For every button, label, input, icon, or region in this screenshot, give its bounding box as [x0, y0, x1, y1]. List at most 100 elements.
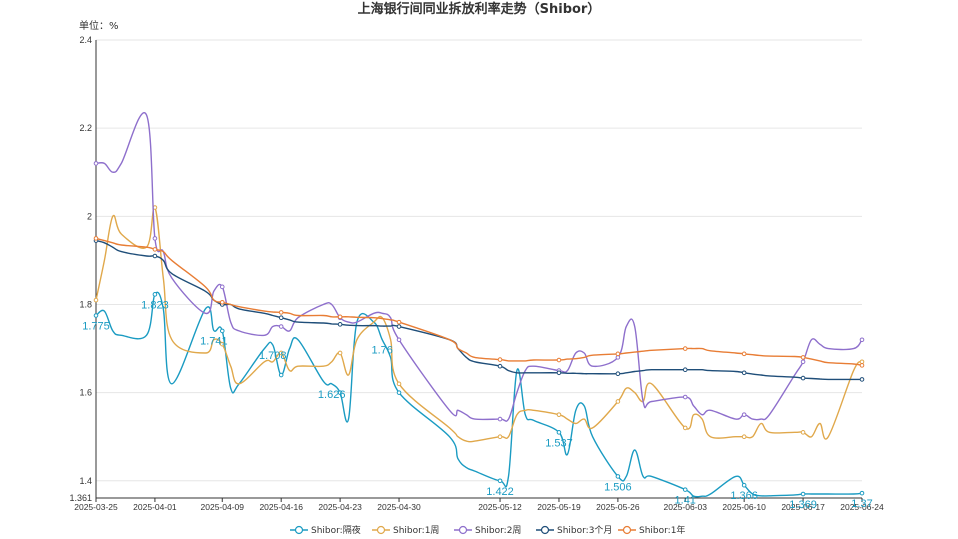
legend: Shibor:隔夜 Shibor:1周 Shibor:2周 Shibor:3个月 Shi… — [290, 524, 685, 536]
x-tick-label: 2025-04-23 — [318, 502, 362, 512]
data-point — [278, 372, 284, 378]
data-point — [615, 371, 621, 376]
series-line — [95, 291, 863, 498]
legend-swatch-marker — [376, 525, 386, 535]
series-0 — [93, 291, 865, 498]
data-label: 1.537 — [545, 437, 573, 449]
series-4 — [93, 236, 865, 368]
series-line — [95, 206, 863, 443]
y-tick-label: 1.4 — [79, 476, 92, 486]
data-point — [278, 315, 284, 321]
data-point — [396, 390, 402, 395]
legend-label: Shibor:1周 — [393, 525, 439, 536]
data-point — [396, 337, 402, 343]
data-label: 1.506 — [604, 481, 632, 493]
y-tick-label: 1.8 — [79, 299, 92, 309]
x-tick-label: 2025-04-01 — [133, 502, 177, 512]
data-point — [859, 377, 865, 382]
data-label: 1.366 — [730, 490, 758, 502]
data-point — [741, 434, 747, 440]
data-point — [219, 284, 225, 290]
data-point — [615, 351, 621, 357]
data-point — [497, 363, 503, 369]
data-point — [800, 375, 806, 381]
data-point — [859, 337, 865, 343]
legend-label: Shibor:2周 — [475, 525, 521, 536]
legend-label: Shibor:隔夜 — [311, 524, 361, 536]
data-point — [556, 412, 562, 417]
data-point — [556, 430, 562, 435]
data-point — [682, 425, 688, 431]
data-labels: 1.775 1.823 1.741 1.708 1.626 1.76 1.422 1.537 1… — [82, 299, 872, 511]
data-label: 1.37 — [851, 498, 872, 510]
data-point — [497, 416, 503, 422]
data-label: 1.422 — [486, 486, 514, 498]
data-point — [219, 299, 225, 305]
data-label: 1.775 — [82, 321, 110, 333]
data-point — [337, 322, 343, 327]
y-tick-label: 2 — [87, 211, 92, 221]
data-label: 1.708 — [259, 350, 287, 362]
data-point — [337, 350, 343, 356]
data-point — [337, 314, 343, 320]
legend-swatch-marker — [458, 525, 468, 535]
data-point — [615, 474, 621, 479]
legend-item: Shibor:2周 — [454, 525, 521, 536]
y-tick-label: 2.2 — [79, 123, 92, 133]
data-point — [859, 363, 865, 368]
grid-lines — [96, 39, 862, 482]
x-tick-label: 2025-06-03 — [663, 502, 707, 512]
y-tick-label: 2.4 — [79, 35, 92, 45]
data-point — [396, 381, 402, 387]
x-tick-label: 2025-05-26 — [596, 502, 640, 512]
unit-label: 单位：% — [79, 19, 119, 32]
series-1 — [93, 205, 865, 443]
data-point — [278, 324, 284, 329]
data-point — [800, 359, 806, 365]
data-point — [497, 357, 503, 362]
data-label: 1.823 — [141, 299, 169, 311]
data-point — [219, 341, 225, 347]
data-point — [556, 370, 562, 376]
data-label: 1.626 — [318, 389, 346, 401]
data-point — [219, 328, 225, 334]
legend-swatch-marker — [540, 525, 550, 535]
data-point — [152, 292, 158, 297]
data-point — [741, 482, 747, 488]
series-line — [95, 111, 863, 422]
data-point — [152, 236, 158, 241]
data-label: 1.369 — [789, 499, 817, 511]
x-tick-label: 2025-04-30 — [377, 502, 421, 512]
y-tick-label: 1.361 — [69, 493, 92, 503]
x-tick-label: 2025-06-17 — [781, 502, 825, 512]
data-point — [682, 487, 688, 492]
data-point — [337, 390, 343, 395]
data-point — [682, 394, 688, 400]
x-tick-label: 2025-06-24 — [840, 502, 884, 512]
legend-label: Shibor:3个月 — [557, 525, 612, 536]
x-tick-label: 2025-05-19 — [537, 502, 581, 512]
data-point — [93, 161, 99, 166]
legend-swatch-marker — [294, 525, 304, 535]
data-point — [396, 324, 402, 329]
data-point — [497, 478, 503, 484]
legend-item: Shibor:隔夜 — [290, 524, 361, 536]
x-tick-label: 2025-03-25 — [74, 502, 118, 512]
legend-swatch-marker — [622, 525, 632, 535]
data-point — [93, 297, 99, 303]
x-tick-label: 2025-05-12 — [478, 502, 522, 512]
data-point — [800, 491, 806, 497]
data-point — [152, 247, 158, 252]
data-point — [278, 350, 284, 356]
data-point — [800, 355, 806, 360]
data-point — [859, 490, 865, 496]
data-point — [741, 412, 747, 417]
series-3 — [93, 238, 865, 382]
data-point — [615, 399, 621, 404]
data-label: 1.741 — [200, 335, 228, 347]
legend-item: Shibor:1年 — [618, 524, 685, 536]
data-point — [682, 367, 688, 373]
data-point — [800, 430, 806, 435]
